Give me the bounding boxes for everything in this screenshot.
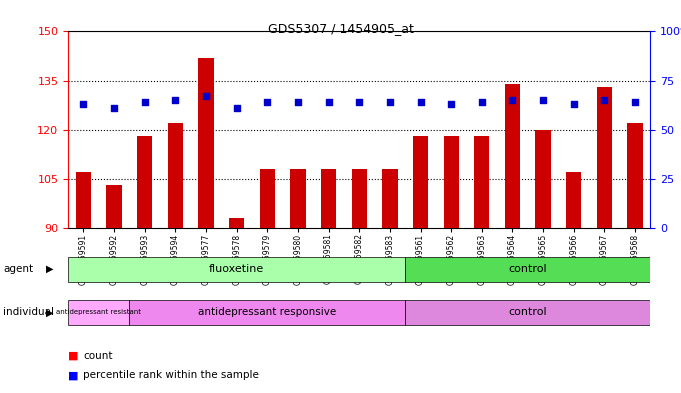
Point xyxy=(415,99,426,105)
Point xyxy=(568,101,579,107)
Point xyxy=(139,99,150,105)
Text: ■: ■ xyxy=(68,370,78,380)
Text: ■: ■ xyxy=(68,351,78,361)
Bar xyxy=(413,136,428,228)
Bar xyxy=(259,169,275,228)
Bar xyxy=(474,136,490,228)
Point xyxy=(170,97,181,103)
Point xyxy=(445,101,456,107)
Bar xyxy=(137,136,153,228)
Text: percentile rank within the sample: percentile rank within the sample xyxy=(83,370,259,380)
Text: antidepressant responsive: antidepressant responsive xyxy=(198,307,336,318)
Point xyxy=(293,99,304,105)
Bar xyxy=(290,169,306,228)
Point xyxy=(599,97,610,103)
Text: GDS5307 / 1454905_at: GDS5307 / 1454905_at xyxy=(268,22,413,35)
Bar xyxy=(168,123,183,228)
Text: fluoxetine: fluoxetine xyxy=(209,264,264,274)
Text: ▶: ▶ xyxy=(46,264,54,274)
Bar xyxy=(627,123,643,228)
Point xyxy=(109,105,120,111)
Bar xyxy=(351,169,367,228)
Bar xyxy=(198,58,214,228)
Text: control: control xyxy=(509,264,547,274)
Bar xyxy=(229,218,244,228)
Text: ▶: ▶ xyxy=(46,307,54,318)
Point xyxy=(538,97,549,103)
Bar xyxy=(68,257,405,281)
Bar xyxy=(405,300,650,325)
Point xyxy=(477,99,488,105)
Bar xyxy=(321,169,336,228)
Text: control: control xyxy=(509,307,547,318)
Bar xyxy=(405,257,650,281)
Point xyxy=(78,101,89,107)
Bar xyxy=(382,169,398,228)
Point xyxy=(354,99,365,105)
Point xyxy=(200,93,211,99)
Text: antidepressant resistant: antidepressant resistant xyxy=(57,309,141,316)
Text: individual: individual xyxy=(3,307,54,318)
Bar xyxy=(566,172,582,228)
Point xyxy=(507,97,518,103)
Point xyxy=(629,99,640,105)
Bar xyxy=(106,185,122,228)
Bar xyxy=(76,172,91,228)
Bar xyxy=(68,300,129,325)
Point xyxy=(384,99,395,105)
Bar xyxy=(443,136,459,228)
Bar xyxy=(505,84,520,228)
Bar xyxy=(597,87,612,228)
Text: agent: agent xyxy=(3,264,33,274)
Bar xyxy=(129,300,405,325)
Point xyxy=(323,99,334,105)
Text: count: count xyxy=(83,351,112,361)
Bar xyxy=(535,130,551,228)
Point xyxy=(231,105,242,111)
Point xyxy=(262,99,272,105)
